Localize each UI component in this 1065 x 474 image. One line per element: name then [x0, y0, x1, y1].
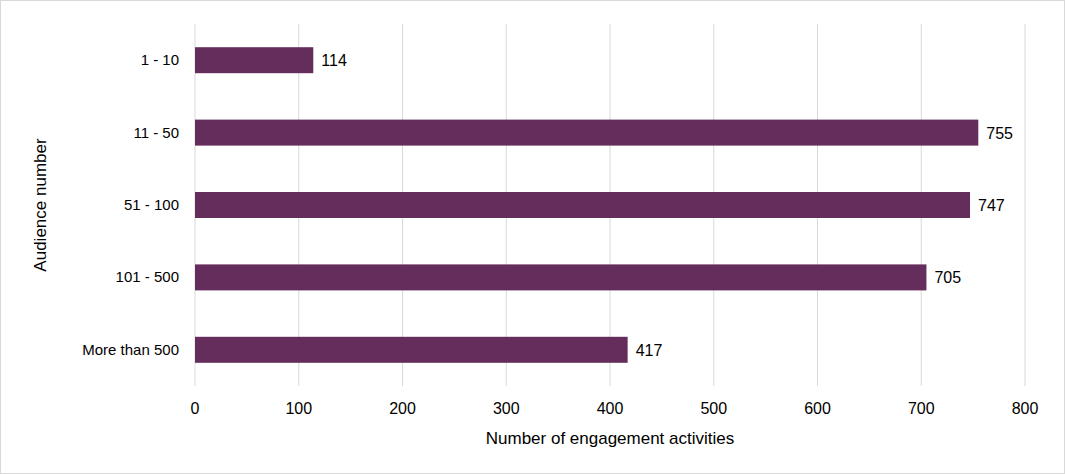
tick-label: 200 [389, 400, 416, 417]
chart-svg: 0 100 200 300 400 500 600 700 800 114 755 747 705 417… [0, 0, 1065, 474]
category-label: 11 - 50 [133, 124, 179, 141]
bar [195, 337, 628, 363]
bar [195, 47, 313, 73]
data-label: 705 [934, 269, 961, 286]
grid-line [1025, 24, 1026, 386]
x-axis-title: Number of engagement activities [486, 429, 735, 448]
bars [195, 47, 978, 363]
y-axis-title: Audience number [31, 138, 50, 272]
category-label: 101 - 500 [116, 268, 179, 285]
data-label: 747 [978, 197, 1005, 214]
bar [195, 120, 978, 146]
bar [195, 192, 970, 218]
bar [195, 264, 926, 290]
category-label: 1 - 10 [141, 51, 179, 68]
chart-border [1, 1, 1065, 474]
tick-label: 0 [191, 400, 200, 417]
tick-label: 300 [493, 400, 520, 417]
category-label: 51 - 100 [124, 196, 179, 213]
tick-label: 600 [804, 400, 831, 417]
data-label: 114 [321, 52, 347, 69]
data-label: 417 [636, 342, 663, 359]
tick-label: 400 [597, 400, 624, 417]
tick-label: 800 [1012, 400, 1039, 417]
data-label: 755 [986, 125, 1013, 142]
chart-container: 0 100 200 300 400 500 600 700 800 114 755 747 705 417… [0, 0, 1065, 474]
tick-label: 700 [908, 400, 935, 417]
tick-label: 500 [700, 400, 727, 417]
tick-label: 100 [285, 400, 312, 417]
category-label: More than 500 [82, 341, 179, 358]
